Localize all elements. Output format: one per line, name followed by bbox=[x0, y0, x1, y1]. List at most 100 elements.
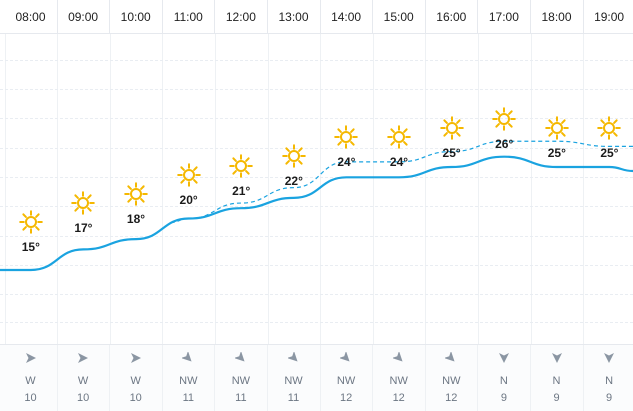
column-divider bbox=[320, 34, 322, 344]
wind-cell: W 10 bbox=[110, 345, 163, 411]
wind-direction: W bbox=[25, 375, 36, 387]
sun-icon bbox=[597, 116, 622, 140]
wind-arrow-south-icon bbox=[551, 353, 562, 363]
wind-arrow-southeast-icon bbox=[234, 352, 245, 362]
column-divider bbox=[477, 34, 479, 344]
wind-arrow-south-icon bbox=[498, 353, 509, 363]
wind-arrow-southeast-icon bbox=[287, 352, 298, 362]
hour-header-1600[interactable]: 16:00 bbox=[425, 0, 479, 33]
hour-header-1100[interactable]: 11:00 bbox=[162, 0, 216, 33]
temperature-label: 22° bbox=[284, 174, 303, 189]
wind-arrow-southeast-icon bbox=[182, 352, 192, 362]
hour-header-1200[interactable]: 12:00 bbox=[215, 0, 268, 33]
temperature-line bbox=[0, 155, 633, 272]
wind-speed: 12 bbox=[339, 392, 353, 404]
wind-direction: W bbox=[130, 375, 141, 387]
wind-panel: W 10 W 10 W 10 NW 11 NW 11 NW 11 NW 12 NW 12 NW 12 N 9 N 9 N 9 bbox=[0, 344, 633, 411]
column-divider bbox=[425, 34, 427, 344]
column-divider bbox=[57, 34, 59, 344]
sun-icon bbox=[281, 144, 306, 168]
wind-arrow-southeast-icon bbox=[392, 352, 403, 362]
wind-arrow-east-icon bbox=[78, 353, 89, 363]
wind-direction: NW bbox=[284, 375, 303, 387]
gridline bbox=[0, 60, 633, 61]
wind-direction: N bbox=[552, 375, 561, 387]
hour-header-0800[interactable]: 08:00 bbox=[5, 0, 58, 33]
wind-cell: W 10 bbox=[57, 345, 111, 411]
wind-arrow-south-icon bbox=[604, 353, 615, 363]
wind-speed: 10 bbox=[76, 392, 90, 404]
sun-icon bbox=[387, 125, 411, 150]
wind-direction: W bbox=[77, 375, 89, 387]
gridline bbox=[0, 206, 633, 207]
wind-arrow-east-icon bbox=[130, 353, 141, 363]
wind-direction: NW bbox=[231, 375, 251, 387]
wind-speed: 11 bbox=[287, 392, 300, 404]
wind-speed: 10 bbox=[24, 392, 37, 404]
hour-header-1800[interactable]: 18:00 bbox=[531, 0, 584, 33]
sun-icon bbox=[124, 181, 148, 206]
column-divider bbox=[267, 34, 269, 344]
gridline bbox=[0, 265, 633, 266]
gridline bbox=[0, 294, 633, 295]
gridline bbox=[0, 236, 633, 237]
wind-speed: 10 bbox=[129, 392, 142, 404]
wind-cell: NW 12 bbox=[425, 345, 479, 411]
wind-arrow-southeast-icon bbox=[340, 352, 350, 362]
wind-speed: 9 bbox=[500, 392, 507, 404]
wind-direction: NW bbox=[179, 375, 198, 387]
temperature-label: 25° bbox=[547, 146, 566, 160]
wind-direction: NW bbox=[442, 375, 461, 387]
wind-direction: NW bbox=[336, 375, 356, 387]
gridline bbox=[0, 118, 633, 119]
temperature-label: 15° bbox=[21, 240, 40, 254]
temperature-label: 18° bbox=[126, 211, 146, 226]
sun-icon bbox=[229, 153, 253, 178]
column-divider bbox=[162, 34, 164, 344]
column-divider bbox=[109, 34, 111, 344]
wind-arrow-southeast-icon bbox=[445, 352, 455, 362]
header-divider bbox=[0, 33, 633, 34]
temperature-label: 21° bbox=[232, 183, 251, 198]
wind-direction: NW bbox=[389, 375, 408, 387]
gridline bbox=[0, 89, 633, 90]
wind-speed: 12 bbox=[445, 392, 458, 404]
wind-speed: 11 bbox=[182, 392, 194, 404]
wind-cell: NW 12 bbox=[373, 345, 426, 411]
hour-header-1400[interactable]: 14:00 bbox=[320, 0, 374, 33]
hour-header-1700[interactable]: 17:00 bbox=[478, 0, 531, 33]
hour-header-1300[interactable]: 13:00 bbox=[268, 0, 321, 33]
sun-icon bbox=[492, 106, 516, 131]
gridline bbox=[0, 322, 633, 323]
hour-header-1500[interactable]: 15:00 bbox=[373, 0, 426, 33]
wind-cell: NW 11 bbox=[162, 345, 216, 411]
column-divider bbox=[214, 34, 216, 344]
temperature-label: 24° bbox=[337, 155, 356, 170]
wind-speed: 12 bbox=[392, 392, 405, 404]
sun-icon bbox=[176, 163, 201, 187]
hour-header-1900[interactable]: 19:00 bbox=[583, 0, 633, 33]
column-divider bbox=[372, 34, 374, 344]
temperature-label: 25° bbox=[442, 146, 461, 160]
column-divider bbox=[530, 34, 532, 344]
wind-direction: N bbox=[605, 375, 614, 387]
wind-cell: NW 12 bbox=[320, 345, 374, 411]
temperature-label: 26° bbox=[495, 136, 514, 151]
hour-header-1000[interactable]: 10:00 bbox=[110, 0, 163, 33]
column-divider bbox=[583, 34, 585, 344]
temperature-label: 17° bbox=[74, 221, 93, 236]
feels-like-line bbox=[170, 140, 633, 224]
column-divider bbox=[4, 34, 6, 344]
wind-cell: NW 11 bbox=[268, 345, 321, 411]
hour-header-0900[interactable]: 09:00 bbox=[57, 0, 111, 33]
wind-direction: N bbox=[499, 375, 508, 387]
wind-speed: 9 bbox=[606, 392, 613, 404]
temperature-label: 20° bbox=[179, 193, 198, 207]
wind-speed: 11 bbox=[235, 392, 247, 404]
sun-icon bbox=[71, 191, 96, 215]
